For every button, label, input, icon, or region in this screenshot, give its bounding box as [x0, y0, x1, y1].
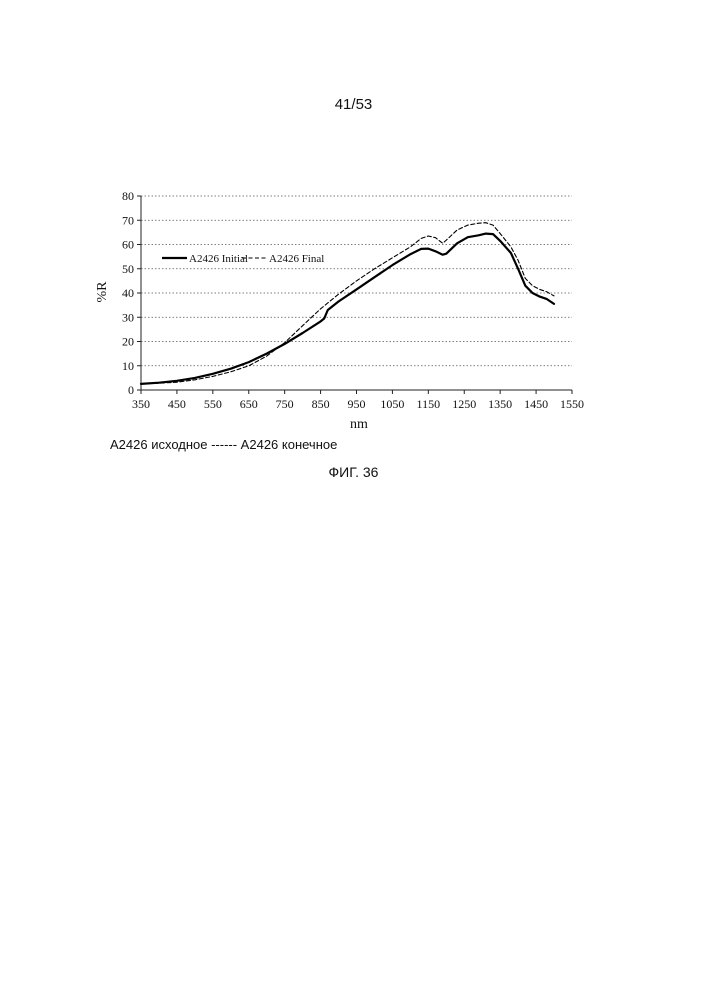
x-tick-labels: 350 450 550 650 750 850 950 1050 1150 1250 1350 145… [132, 397, 584, 411]
y-axis-label: %R [95, 281, 110, 303]
y-tick-label-10: 10 [122, 359, 134, 373]
series-line-1 [141, 223, 554, 384]
x-tick-label-1250: 1250 [452, 397, 476, 411]
x-tick-label-350: 350 [132, 397, 150, 411]
x-tick-label-850: 850 [312, 397, 330, 411]
reflectance-chart: 0 10 20 30 40 50 60 70 80 350 450 550 650 750 850 950 1… [0, 0, 707, 430]
y-tick-label-0: 0 [128, 383, 134, 397]
y-tick-label-40: 40 [122, 286, 134, 300]
legend: A2426 Initial A2426 Final [162, 253, 324, 265]
x-tick-label-1150: 1150 [417, 397, 441, 411]
legend-label-0: A2426 Initial [189, 253, 248, 265]
series-lines [141, 223, 554, 384]
axes [137, 196, 572, 394]
y-tick-labels: 0 10 20 30 40 50 60 70 80 [122, 189, 134, 397]
legend-label-1: A2426 Final [269, 253, 324, 265]
x-tick-label-1550: 1550 [560, 397, 584, 411]
y-tick-label-70: 70 [122, 213, 134, 227]
x-tick-label-450: 450 [168, 397, 186, 411]
y-tick-label-80: 80 [122, 189, 134, 203]
x-tick-label-1350: 1350 [488, 397, 512, 411]
x-tick-label-650: 650 [240, 397, 258, 411]
x-tick-label-550: 550 [204, 397, 222, 411]
x-axis-label: nm [350, 417, 368, 430]
y-tick-label-30: 30 [122, 310, 134, 324]
x-tick-label-1450: 1450 [524, 397, 548, 411]
x-tick-label-750: 750 [276, 397, 294, 411]
caption-legend: A2426 исходное ------ A2426 конечное [110, 437, 337, 452]
y-tick-label-50: 50 [122, 262, 134, 276]
figure-label: ФИГ. 36 [0, 464, 707, 480]
y-tick-label-20: 20 [122, 335, 134, 349]
x-tick-label-1050: 1050 [380, 397, 404, 411]
x-tick-label-950: 950 [348, 397, 366, 411]
y-tick-label-60: 60 [122, 238, 134, 252]
